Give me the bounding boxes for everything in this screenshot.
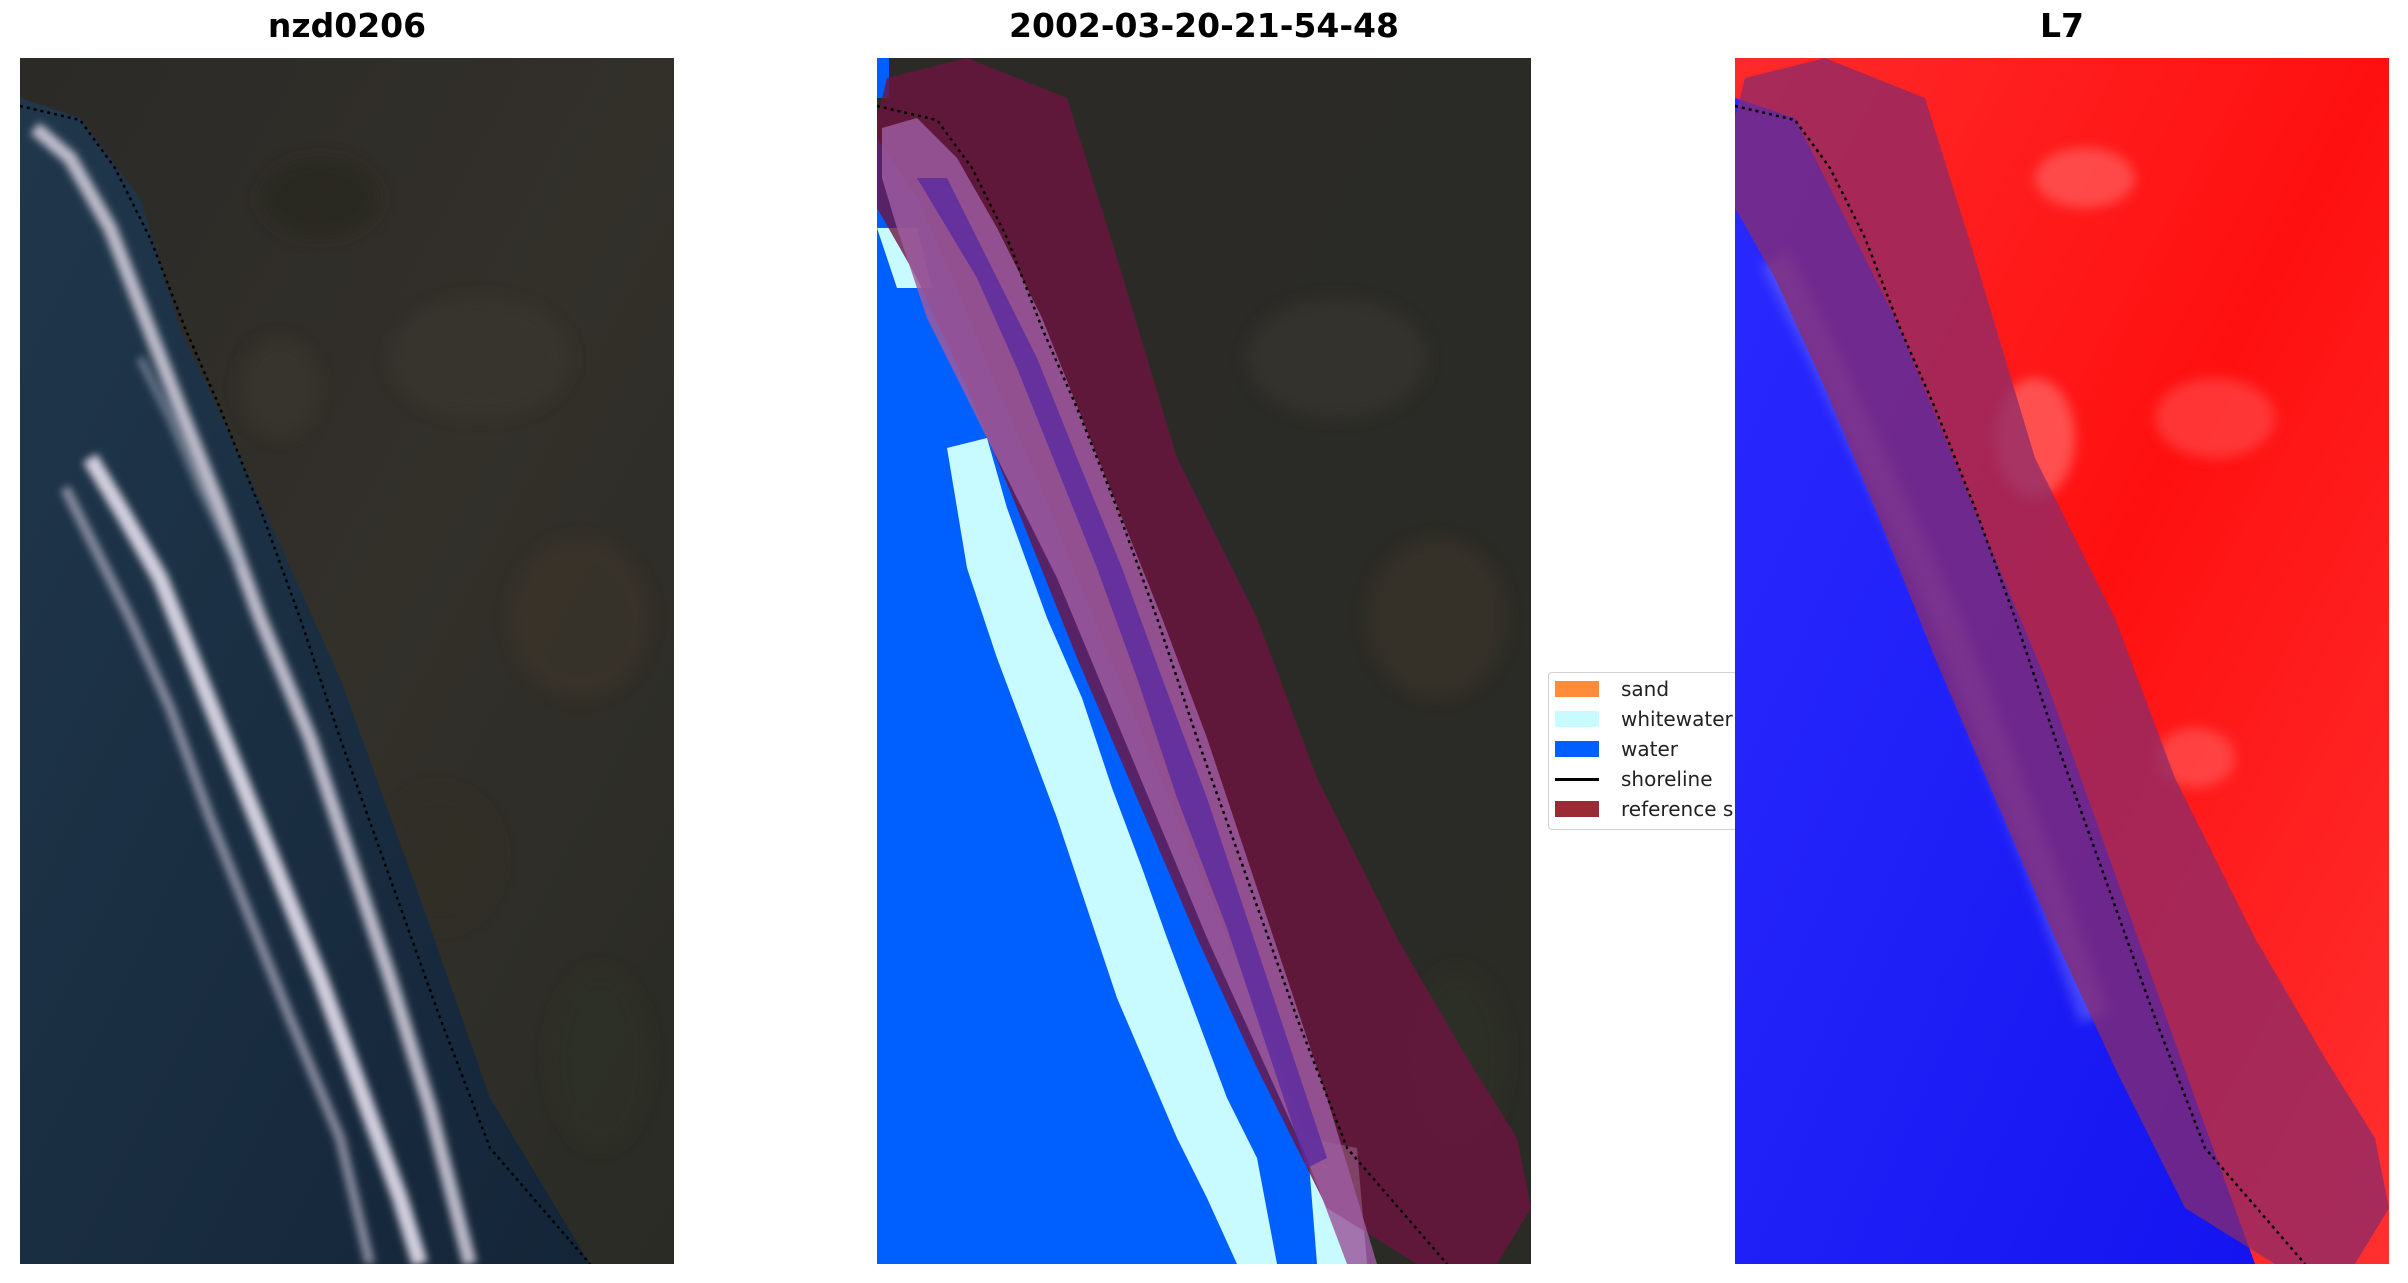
legend-swatch-reference-shoreline [1555, 801, 1599, 817]
legend-item-sand: sand [1555, 676, 1669, 702]
legend-label-sand: sand [1621, 677, 1670, 701]
panel-title-classification: 2002-03-20-21-54-48 [1009, 6, 1399, 45]
legend-swatch-sand [1555, 681, 1599, 697]
legend-swatch-whitewater [1555, 711, 1599, 727]
shoreline-line [877, 104, 1448, 1264]
legend-item-shoreline: shoreline [1555, 766, 1713, 792]
legend-swatch-water [1555, 741, 1599, 757]
surf-bands [30, 122, 477, 1264]
legend-label-whitewater: whitewater [1621, 707, 1733, 731]
legend-line-shoreline [1555, 777, 1599, 781]
legend-label-reference-shoreline: reference sh [1621, 797, 1738, 821]
classification-image [877, 58, 1531, 1264]
legend: sand whitewater water shoreline referenc… [1548, 672, 1738, 830]
reference-shoreline-buffer [1735, 58, 2389, 1264]
whitewater-class-area [947, 438, 1277, 1264]
shoreline-line [20, 104, 591, 1264]
ocean-area [20, 98, 590, 1264]
legend-label-shoreline: shoreline [1621, 767, 1713, 791]
shoreline-line [1735, 104, 2306, 1264]
rgb-satellite-image [20, 58, 674, 1264]
legend-item-water: water [1555, 736, 1678, 762]
legend-item-reference-shoreline: reference sh [1555, 796, 1738, 822]
index-image [1735, 58, 2389, 1264]
rgb-image-panel [20, 58, 674, 1264]
legend-label-water: water [1621, 737, 1678, 761]
panel-title-rgb: nzd0206 [267, 6, 427, 45]
classification-panel [877, 58, 1531, 1264]
panel-title-index: L7 [2040, 6, 2084, 45]
legend-item-whitewater: whitewater [1555, 706, 1733, 732]
index-panel [1735, 58, 2389, 1264]
